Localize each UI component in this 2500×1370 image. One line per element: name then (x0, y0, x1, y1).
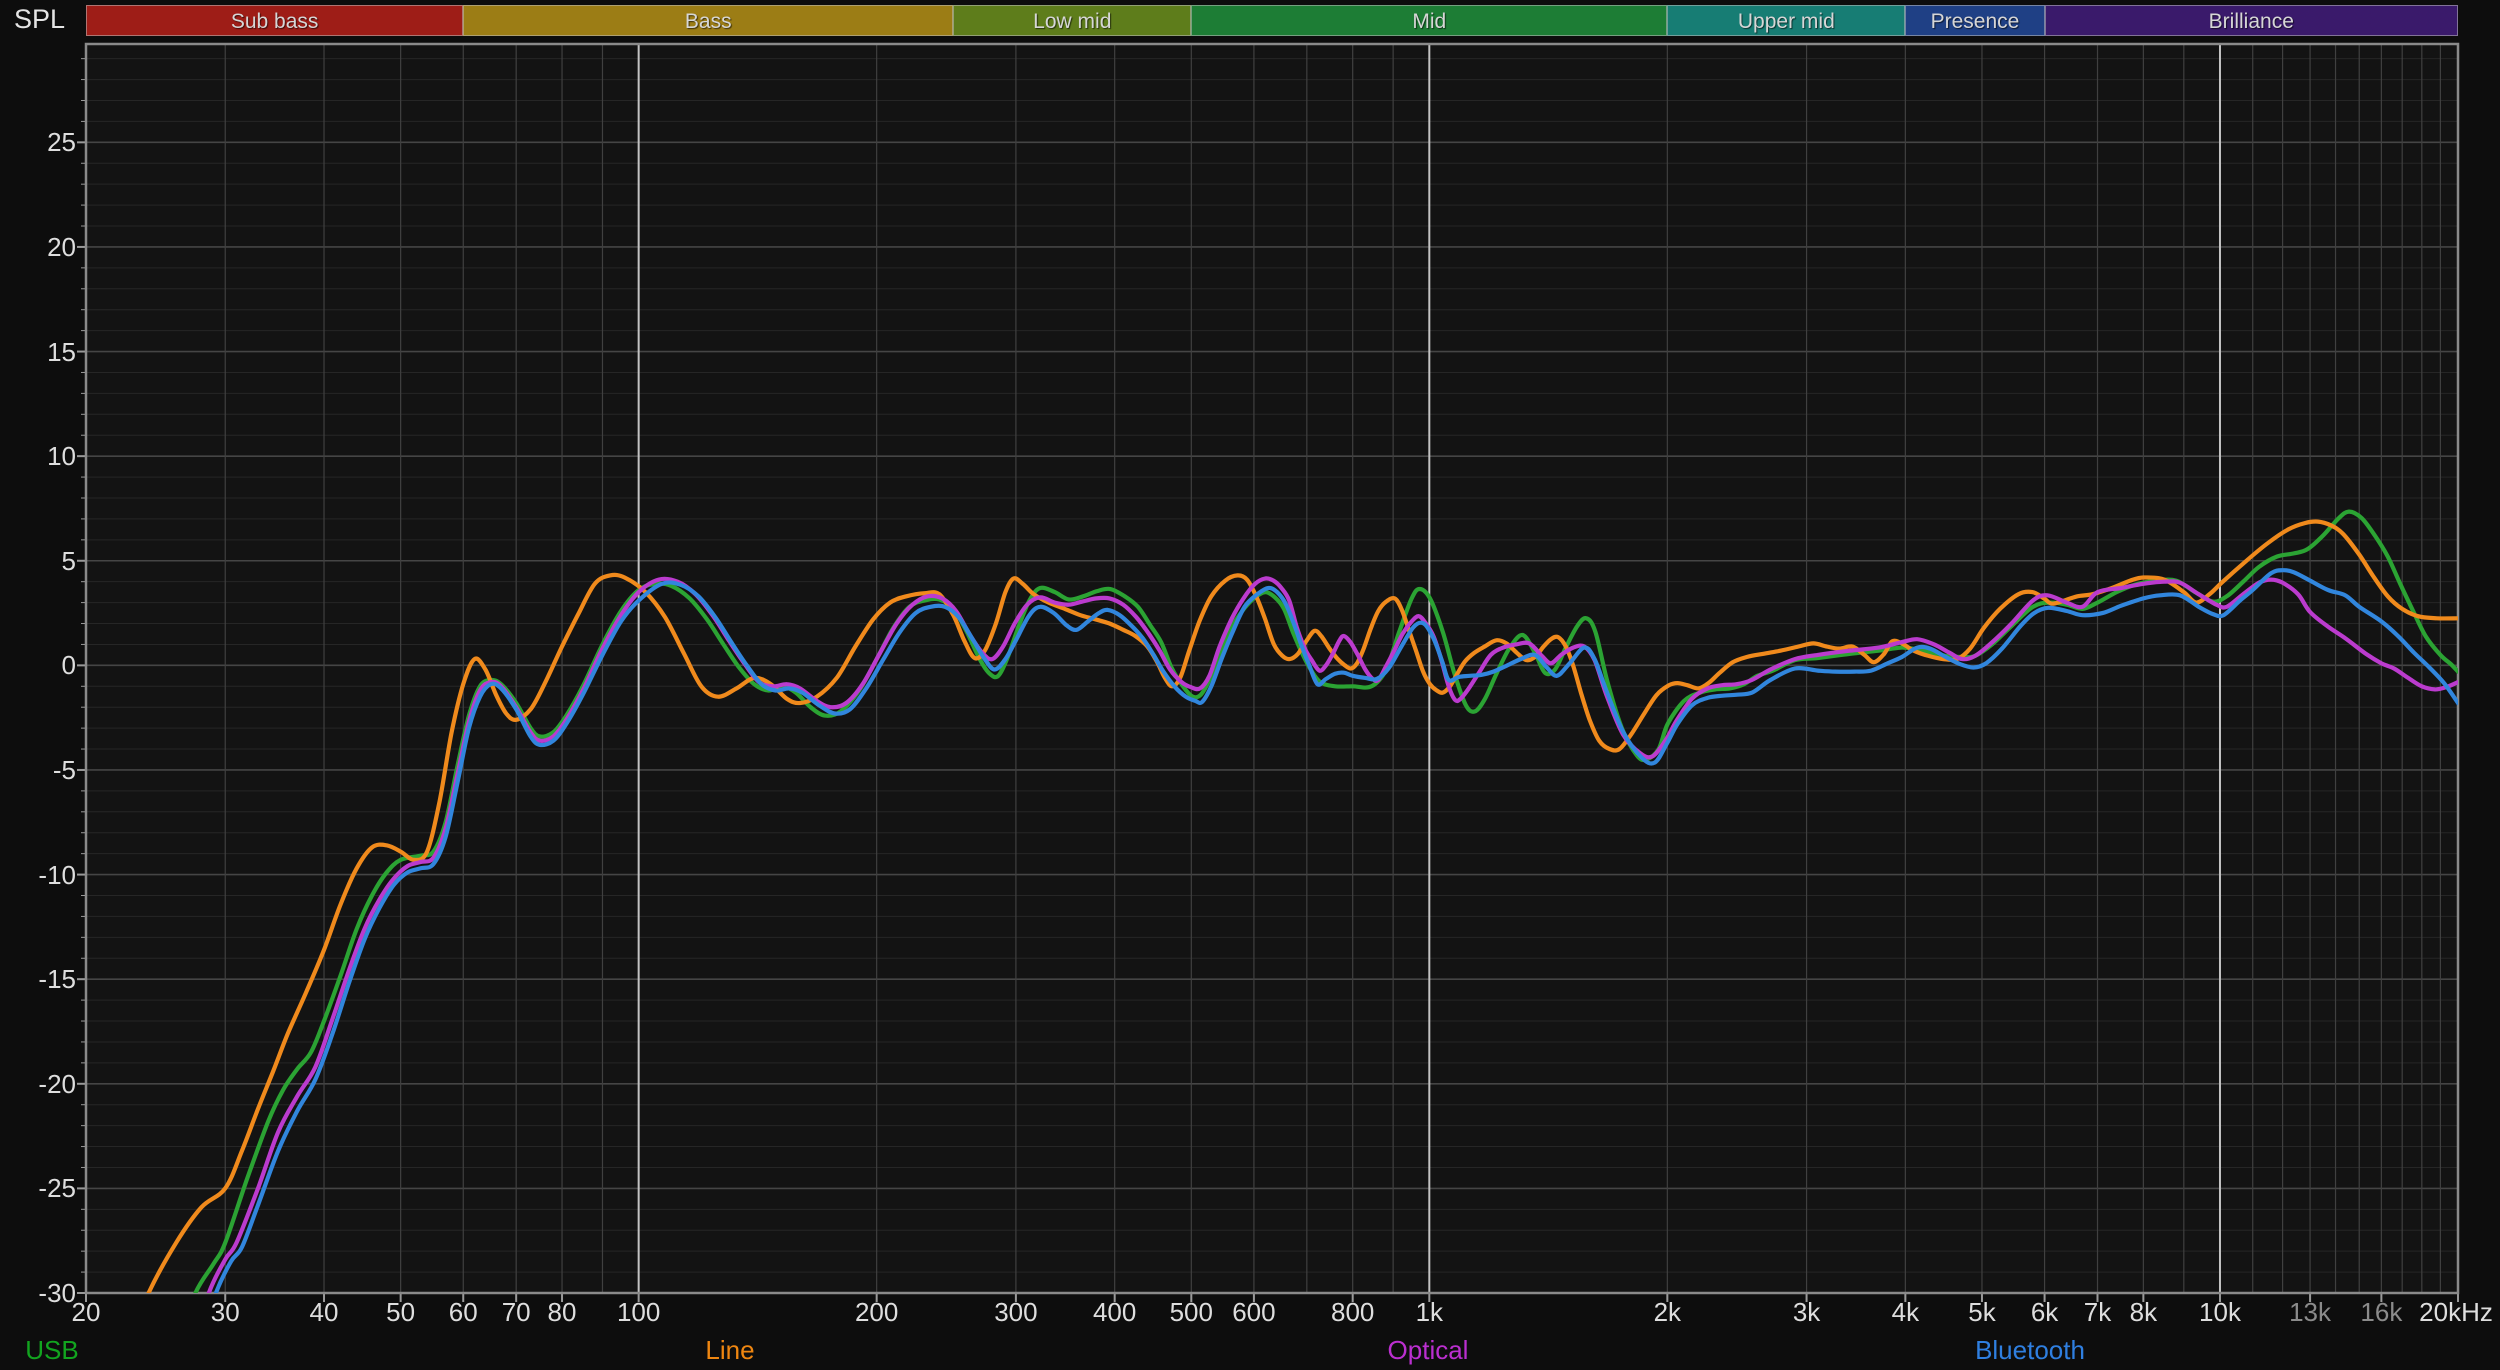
x-tick-label-5k: 5k (1968, 1297, 1996, 1327)
band-upper-mid: Upper mid (1667, 5, 1906, 36)
y-tick-label: -30 (38, 1278, 76, 1308)
y-tick-label: 10 (47, 441, 76, 472)
x-tick-label-4k: 4k (1891, 1297, 1920, 1327)
band-low-mid: Low mid (953, 5, 1192, 36)
x-tick-label-6k: 6k (2030, 1297, 2059, 1327)
x-tick-label-40: 40 (309, 1297, 339, 1327)
curves-layer (146, 509, 2458, 1293)
x-tick-label-200: 200 (854, 1297, 899, 1327)
x-tick-label-1k: 1k (1415, 1297, 1444, 1327)
plot-border (84, 42, 2460, 1295)
y-tick-label: -20 (38, 1068, 76, 1099)
legend-item-bluetooth[interactable]: Bluetooth (1975, 1335, 2085, 1365)
y-tick-label: -25 (38, 1173, 76, 1204)
x-tick-label-100: 100 (616, 1297, 661, 1327)
y-tick-label: -10 (38, 859, 76, 890)
x-tick-label-70: 70 (501, 1297, 531, 1327)
x-tick-label-50: 50 (386, 1297, 416, 1327)
x-tick-label-400: 400 (1092, 1297, 1137, 1327)
y-tick-label: 0 (61, 650, 76, 681)
legend-item-optical[interactable]: Optical (1387, 1335, 1469, 1365)
y-tick-label: 5 (61, 545, 76, 576)
band-bass: Bass (463, 5, 954, 36)
y-tick-label: 25 (47, 127, 76, 158)
curve-line (146, 519, 2458, 1293)
x-tick-label-10k: 10k (2199, 1297, 2241, 1327)
x-tick-label-80: 80 (547, 1297, 577, 1327)
x-tick-label-13k: 13k (2289, 1297, 2332, 1327)
band-presence: Presence (1905, 5, 2045, 36)
band-mid: Mid (1191, 5, 1668, 36)
x-tick-label-500: 500 (1169, 1297, 1213, 1327)
x-tick-label-8k: 8k (2129, 1297, 2158, 1327)
spl-axis-title: SPL (14, 4, 66, 34)
x-tick-label-20kHz: 20kHz (2419, 1297, 2493, 1327)
x-tick-label-2k: 2k (1653, 1297, 1682, 1327)
curve-bluetooth (213, 568, 2458, 1293)
x-tick-label-60: 60 (448, 1297, 478, 1327)
x-tick-label-30: 30 (210, 1297, 240, 1327)
y-tick-label: -5 (52, 754, 76, 785)
legend-item-line[interactable]: Line (705, 1335, 755, 1365)
x-tick-label-3k: 3k (1792, 1297, 1821, 1327)
band-sub-bass: Sub bass (86, 5, 464, 36)
x-tick-label-600: 600 (1232, 1297, 1276, 1327)
y-tick-label: -15 (38, 964, 76, 995)
x-tick-label-16k: 16k (2360, 1297, 2403, 1327)
y-tick-label: 15 (47, 336, 76, 367)
x-tick-label-7k: 7k (2083, 1297, 2112, 1327)
x-tick-label-800: 800 (1330, 1297, 1375, 1327)
x-tick-label-20: 20 (71, 1297, 101, 1327)
band-brilliance: Brilliance (2044, 5, 2458, 36)
legend-item-usb[interactable]: USB (25, 1335, 79, 1365)
x-tick-label-300: 300 (994, 1297, 1038, 1327)
plot-area[interactable] (86, 44, 2458, 1293)
y-tick-label: 20 (47, 231, 76, 262)
